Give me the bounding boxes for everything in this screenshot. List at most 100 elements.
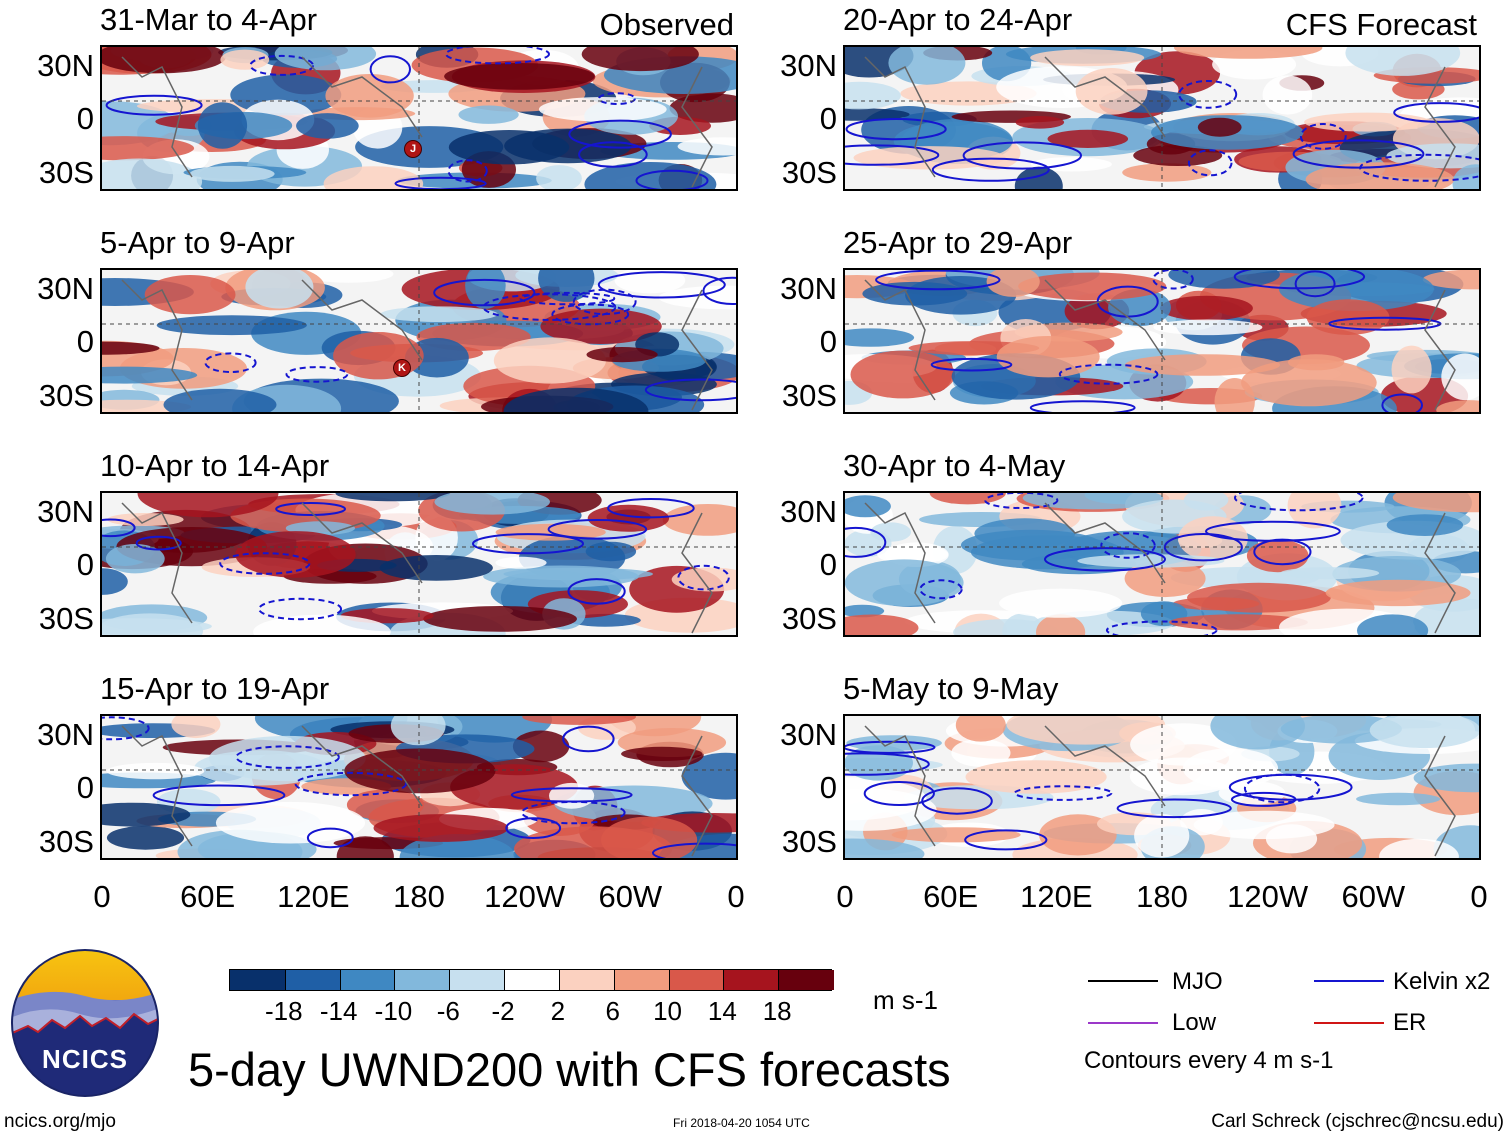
longitude-label: 60E <box>180 879 236 914</box>
map-panel <box>100 491 738 637</box>
longitude-label: 0 <box>836 879 854 914</box>
footer-timestamp: Fri 2018-04-20 1054 UTC <box>673 1116 810 1130</box>
map-field-7 <box>845 716 1479 858</box>
panel-title: 31-Mar to 4-Apr <box>100 2 318 37</box>
legend-line-er <box>1314 1022 1384 1024</box>
latitude-label: 30N <box>780 48 837 83</box>
longitude-label: 0 <box>727 879 745 914</box>
map-panel <box>100 268 738 414</box>
colorbar-swatch <box>339 970 396 990</box>
latitude-label: 30S <box>38 601 94 636</box>
map-field-4 <box>102 493 736 635</box>
colorbar-swatch <box>394 970 451 990</box>
longitude-label: 120E <box>1020 879 1093 914</box>
map-field-5 <box>845 493 1479 635</box>
colorbar-tick-label: 2 <box>550 996 566 1026</box>
latitude-label: 30N <box>37 271 94 306</box>
legend-label-er: ER <box>1393 1009 1427 1036</box>
colorbar-tick-label: 6 <box>605 996 620 1026</box>
ncics-logo: NCICS <box>10 948 160 1098</box>
latitude-label: 30N <box>37 717 94 752</box>
colorbar-units: m s-1 <box>873 985 938 1015</box>
longitude-label: 120E <box>277 879 350 914</box>
latitude-label: 0 <box>76 324 94 359</box>
latitude-label: 30S <box>38 824 94 859</box>
legend-line-kelvin <box>1314 980 1384 982</box>
latitude-label: 30N <box>780 494 837 529</box>
latitude-label: 30N <box>780 717 837 752</box>
panel-title: 25-Apr to 29-Apr <box>843 225 1073 260</box>
storm-marker-p0: J <box>404 140 422 158</box>
longitude-label: 0 <box>1470 879 1488 914</box>
latitude-label: 30S <box>781 378 837 413</box>
map-panel <box>843 45 1481 191</box>
colorbar-labels: -18 -14 -10 -6 -2 2 6 10 14 18 <box>229 998 832 1028</box>
colorbar-tick-label: 18 <box>762 996 792 1026</box>
colorbar-swatch <box>504 970 561 990</box>
ncics-logo-graphic <box>11 949 159 1097</box>
legend: MJO Kelvin x2 Low ER Contours every 4 m … <box>1080 965 1500 1075</box>
panel-title: 5-Apr to 9-Apr <box>100 225 295 260</box>
map-field-3 <box>845 270 1479 412</box>
longitude-label: 120W <box>1227 879 1309 914</box>
panel-title: 15-Apr to 19-Apr <box>100 671 330 706</box>
map-panel <box>100 714 738 860</box>
latitude-label: 0 <box>819 324 837 359</box>
colorbar-swatch <box>230 970 286 990</box>
colorbar-tick-label: -6 <box>436 996 460 1026</box>
legend-label-mjo: MJO <box>1172 968 1223 995</box>
colorbar-swatch <box>778 970 835 990</box>
latitude-label: 30N <box>37 494 94 529</box>
longitude-label: 120W <box>484 879 566 914</box>
colorbar-swatch <box>723 970 780 990</box>
longitude-label: 0 <box>93 879 111 914</box>
colorbar-tick-label: -14 <box>319 996 358 1026</box>
legend-label-low: Low <box>1172 1009 1217 1036</box>
longitude-label: 60W <box>1341 879 1406 914</box>
latitude-label: 30S <box>38 155 94 190</box>
colorbar-swatch <box>613 970 671 990</box>
latitude-label: 0 <box>76 770 94 805</box>
footer-url: ncics.org/mjo <box>4 1111 116 1132</box>
map-panel <box>843 491 1481 637</box>
colorbar-swatch <box>558 970 616 990</box>
latitude-label: 30S <box>781 155 837 190</box>
colorbar-tick-label: -10 <box>374 996 413 1026</box>
legend-label-kelvin: Kelvin x2 <box>1393 968 1491 995</box>
colorbar-swatch <box>668 970 725 990</box>
panel-title: 20-Apr to 24-Apr <box>843 2 1073 37</box>
colorbar-swatch <box>284 970 342 990</box>
map-panel <box>843 268 1481 414</box>
latitude-label: 30S <box>38 378 94 413</box>
latitude-label: 0 <box>819 547 837 582</box>
latitude-label: 30N <box>780 271 837 306</box>
footer-credit: Carl Schreck (cjschrec@ncsu.edu) <box>1211 1111 1504 1132</box>
colorbar-tick-label: 14 <box>707 996 737 1026</box>
latitude-label: 30N <box>37 48 94 83</box>
map-panel <box>100 45 738 191</box>
map-panel <box>843 714 1481 860</box>
storm-marker-p2: K <box>393 359 411 377</box>
colorbar-tick-label: 10 <box>653 996 682 1026</box>
legend-line-mjo <box>1088 980 1158 982</box>
colorbar-swatch <box>449 970 506 990</box>
colorbar <box>229 969 835 991</box>
latitude-label: 30S <box>781 601 837 636</box>
colorbar-tick-label: -18 <box>265 996 303 1026</box>
main-title: 5-day UWND200 with CFS forecasts <box>188 1043 951 1096</box>
latitude-label: 0 <box>819 770 837 805</box>
longitude-label: 180 <box>1136 879 1188 914</box>
panel-title: 10-Apr to 14-Apr <box>100 448 330 483</box>
map-field-1 <box>845 47 1479 189</box>
longitude-label: 60W <box>598 879 663 914</box>
map-field-0 <box>102 47 736 189</box>
colorbar-tick-label: -2 <box>491 996 515 1026</box>
legend-note: Contours every 4 m s-1 <box>1084 1047 1334 1074</box>
map-field-6 <box>102 716 736 858</box>
map-field-2 <box>102 270 736 412</box>
panel-source-tag: CFS Forecast <box>1285 7 1477 42</box>
panel-source-tag: Observed <box>599 7 734 42</box>
latitude-label: 30S <box>781 824 837 859</box>
panel-title: 30-Apr to 4-May <box>843 448 1066 483</box>
legend-line-low <box>1088 1022 1158 1024</box>
